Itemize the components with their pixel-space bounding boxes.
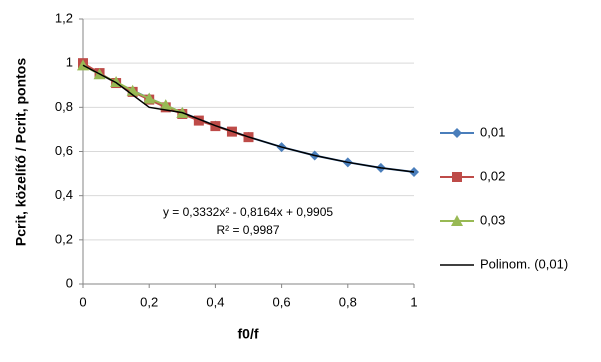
legend-label: 0,03 xyxy=(480,212,505,227)
trend-equation: y = 0,3332x² - 0,8164x + 0,9905 xyxy=(163,205,333,219)
legend-label: 0,01 xyxy=(480,124,505,139)
y-tick-label: 0,8 xyxy=(55,99,73,114)
x-tick-label: 0,2 xyxy=(140,294,158,309)
legend-marker xyxy=(451,215,463,226)
legend-label: Polinom. (0,01) xyxy=(480,256,568,271)
point xyxy=(159,99,172,111)
trend-line xyxy=(82,64,415,173)
legend-marker xyxy=(452,128,462,138)
y-tick-label: 0,2 xyxy=(55,231,73,246)
legend-marker xyxy=(452,172,462,182)
x-axis-label: f0/f xyxy=(238,326,259,342)
y-tick-label: 0 xyxy=(66,275,73,290)
legend-label: 0,02 xyxy=(480,168,505,183)
y-axis-label: Pcrit, közelítő / Pcrit, pontos xyxy=(13,58,29,246)
point xyxy=(193,115,204,126)
y-tick-label: 1 xyxy=(66,55,73,70)
x-tick-label: 0 xyxy=(79,294,86,309)
x-tick-label: 1 xyxy=(410,294,417,309)
x-tick-label: 0,6 xyxy=(273,294,291,309)
y-tick-label: 0,6 xyxy=(55,143,73,158)
x-tick-label: 0,8 xyxy=(339,294,357,309)
x-tick-label: 0,4 xyxy=(206,294,224,309)
point xyxy=(143,92,156,104)
y-tick-label: 1,2 xyxy=(55,10,73,25)
trend-r2: R² = 0,9987 xyxy=(216,223,279,237)
series-line xyxy=(82,64,415,174)
y-tick-label: 0,4 xyxy=(55,187,73,202)
